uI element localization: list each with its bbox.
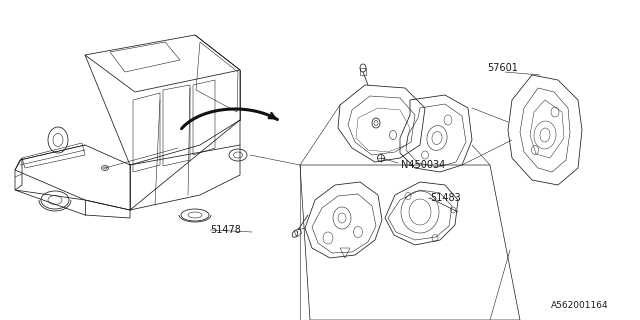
Text: 57601: 57601 <box>487 63 518 73</box>
Text: 51478: 51478 <box>210 225 241 235</box>
Text: 51483: 51483 <box>430 193 461 203</box>
Text: A562001164: A562001164 <box>551 301 609 310</box>
Text: N450034: N450034 <box>401 160 445 170</box>
